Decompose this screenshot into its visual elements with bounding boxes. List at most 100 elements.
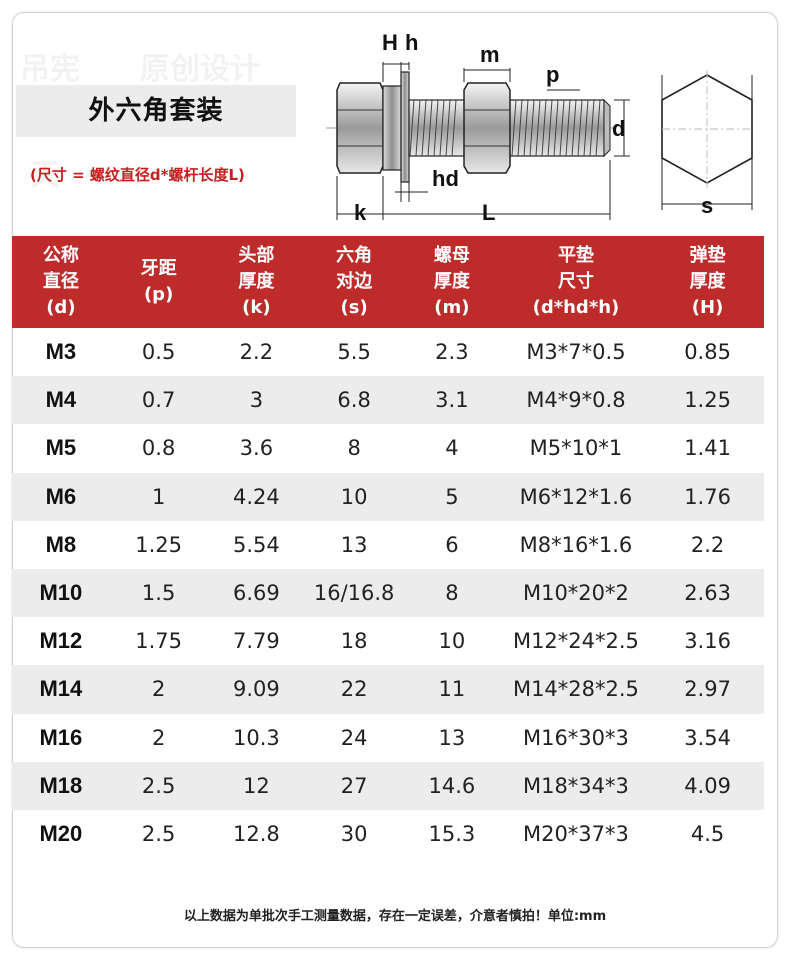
value-cell: M14*28*2.5 xyxy=(500,665,652,714)
value-cell: 1.25 xyxy=(651,376,764,425)
page-title: 外六角套装 xyxy=(88,96,224,126)
value-cell: 2.5 xyxy=(109,761,208,810)
value-cell: 22 xyxy=(305,665,403,714)
value-cell: 4.24 xyxy=(207,472,306,521)
value-cell: 5.54 xyxy=(232,532,280,557)
bolt-diagram: H h m p d hd k L s xyxy=(326,30,753,225)
value-cell: 1.75 xyxy=(135,629,182,654)
table-row: M3 0.5 2.2 5.5 2.3 M3*7*0.5 0.85 xyxy=(12,328,764,376)
threads xyxy=(409,99,601,157)
label-s: s xyxy=(701,193,713,218)
size-cell: M14 xyxy=(12,665,110,714)
value-cell: 9.09 xyxy=(207,665,306,714)
label-hd: hd xyxy=(432,166,459,191)
column-header: 头部 厚度 (k) xyxy=(207,236,306,328)
value-cell: 12 xyxy=(207,761,306,810)
title-background xyxy=(16,85,296,137)
column-header-line: (m) xyxy=(434,297,470,318)
label-d: d xyxy=(612,116,625,141)
value-cell: 15.3 xyxy=(428,821,476,846)
size-cell: M8 xyxy=(45,531,77,557)
value-cell: M8*16*1.6 xyxy=(519,532,633,557)
value-cell: 0.85 xyxy=(684,340,731,365)
value-cell: M20*37*3 xyxy=(522,821,629,846)
value-cell: 4.5 xyxy=(690,821,725,846)
value-cell: 0.5 xyxy=(141,340,176,365)
table-row: M6 1 4.24 10 5 M6*12*1.6 1.76 xyxy=(12,472,764,521)
label-h: h xyxy=(405,30,418,55)
value-cell: 3.54 xyxy=(684,725,731,750)
value-cell: 8 xyxy=(403,568,501,618)
label-p: p xyxy=(546,62,559,87)
size-cell: M20 xyxy=(39,820,83,846)
column-header-line: 厚度 xyxy=(433,271,470,292)
column-header: 弹垫厚度 (H) xyxy=(651,236,764,328)
column-header-line: 头部 xyxy=(238,245,275,266)
value-cell: M16*30*3 xyxy=(522,725,629,750)
value-cell: 14.6 xyxy=(403,761,501,810)
bolt-head xyxy=(336,82,384,174)
value-cell: 4.09 xyxy=(651,761,764,810)
value-cell: 13 xyxy=(340,532,368,557)
column-header: 牙距 (p) xyxy=(109,236,208,328)
spring-washer xyxy=(382,85,402,171)
size-cell: M10 xyxy=(12,568,110,618)
value-cell: 4 xyxy=(445,436,459,461)
value-cell: 1.5 xyxy=(109,568,208,618)
value-cell: 5.5 xyxy=(337,340,371,365)
value-cell: M5*10*1 xyxy=(529,436,623,461)
value-cell: 30 xyxy=(340,821,368,846)
column-header-line: 厚度 xyxy=(689,271,726,292)
column-header-line: (d) xyxy=(46,297,76,318)
table-row: M12 1.75 7.79 18 10 M12*24*2.5 3.16 xyxy=(12,617,764,665)
size-note: (尺寸 = 螺纹直径d*螺杆长度L) xyxy=(30,166,245,184)
value-cell: 7.79 xyxy=(232,629,280,654)
value-cell: M12*24*2.5 xyxy=(512,629,639,654)
value-cell: 1.25 xyxy=(135,532,182,557)
column-header-line: (d*hd*h) xyxy=(532,297,620,318)
value-cell: M10*20*2 xyxy=(500,568,652,618)
value-cell: 2 xyxy=(109,665,208,714)
table-row: M18 2.5 12 27 14.6 M18*34*3 4.09 xyxy=(12,761,764,810)
column-header: 螺母 厚度 (m) xyxy=(403,236,501,328)
column-header: 六角 对边 (s) xyxy=(305,236,403,328)
footer-note: 以上数据为单批次手工测量数据，存在一定误差，介意者慎拍！单位:mm xyxy=(183,909,607,924)
value-cell: 6.69 xyxy=(207,568,306,618)
value-cell: 10 xyxy=(305,472,403,521)
column-header-line: 牙距 xyxy=(140,258,177,279)
value-cell: 8 xyxy=(347,436,361,461)
column-header-line: 六角 xyxy=(336,245,373,266)
value-cell: 2.97 xyxy=(651,665,764,714)
value-cell: 1.41 xyxy=(684,436,731,461)
value-cell: 3 xyxy=(207,376,306,425)
value-cell: 0.7 xyxy=(109,376,208,425)
table-row: M8 1.25 5.54 13 6 M8*16*1.6 2.2 xyxy=(12,521,764,569)
value-cell: 10.3 xyxy=(232,725,280,750)
column-header-line: 尺寸 xyxy=(557,271,594,292)
column-header-line: 平垫 xyxy=(557,245,594,266)
value-cell: 2.5 xyxy=(141,821,176,846)
table-body: M3 0.5 2.2 5.5 2.3 M3*7*0.5 0.85 M4 0.7 3 6.8 3.1 M4… xyxy=(12,328,764,858)
column-header-line: (H) xyxy=(691,297,724,318)
table-row: M14 2 9.09 22 11 M14*28*2.5 2.97 xyxy=(12,665,764,714)
value-cell: 11 xyxy=(403,665,501,714)
value-cell: M6*12*1.6 xyxy=(500,472,652,521)
table-row: M5 0.8 3.6 8 4 M5*10*1 1.41 xyxy=(12,424,764,472)
spec-table: 公称 直径 (d) 牙距 (p) 头部 厚度 (k) 六角 对边 (s) 螺母 厚度 (m) 平垫 尺寸 (d*… xyxy=(12,236,764,858)
label-L: L xyxy=(482,200,495,225)
value-cell: 2 xyxy=(151,725,166,750)
value-cell: 24 xyxy=(340,725,368,750)
label-m: m xyxy=(480,42,500,67)
column-header-line: 弹垫 xyxy=(689,245,726,266)
hex-nut xyxy=(463,82,511,174)
value-cell: 1 xyxy=(109,472,208,521)
column-header-line: (p) xyxy=(143,284,174,305)
value-cell: 6 xyxy=(445,532,459,557)
column-header-line: 直径 xyxy=(42,271,79,292)
size-cell: M16 xyxy=(39,724,83,750)
table-row: M20 2.5 12.8 30 15.3 M20*37*3 4.5 xyxy=(12,810,764,858)
size-cell: M18 xyxy=(12,761,110,810)
column-header-line: 公称 xyxy=(42,245,79,266)
table-row: M4 0.7 3 6.8 3.1 M4*9*0.8 1.25 xyxy=(12,376,764,425)
table-row: M10 1.5 6.69 16/16.8 8 M10*20*2 2.63 xyxy=(12,568,764,618)
